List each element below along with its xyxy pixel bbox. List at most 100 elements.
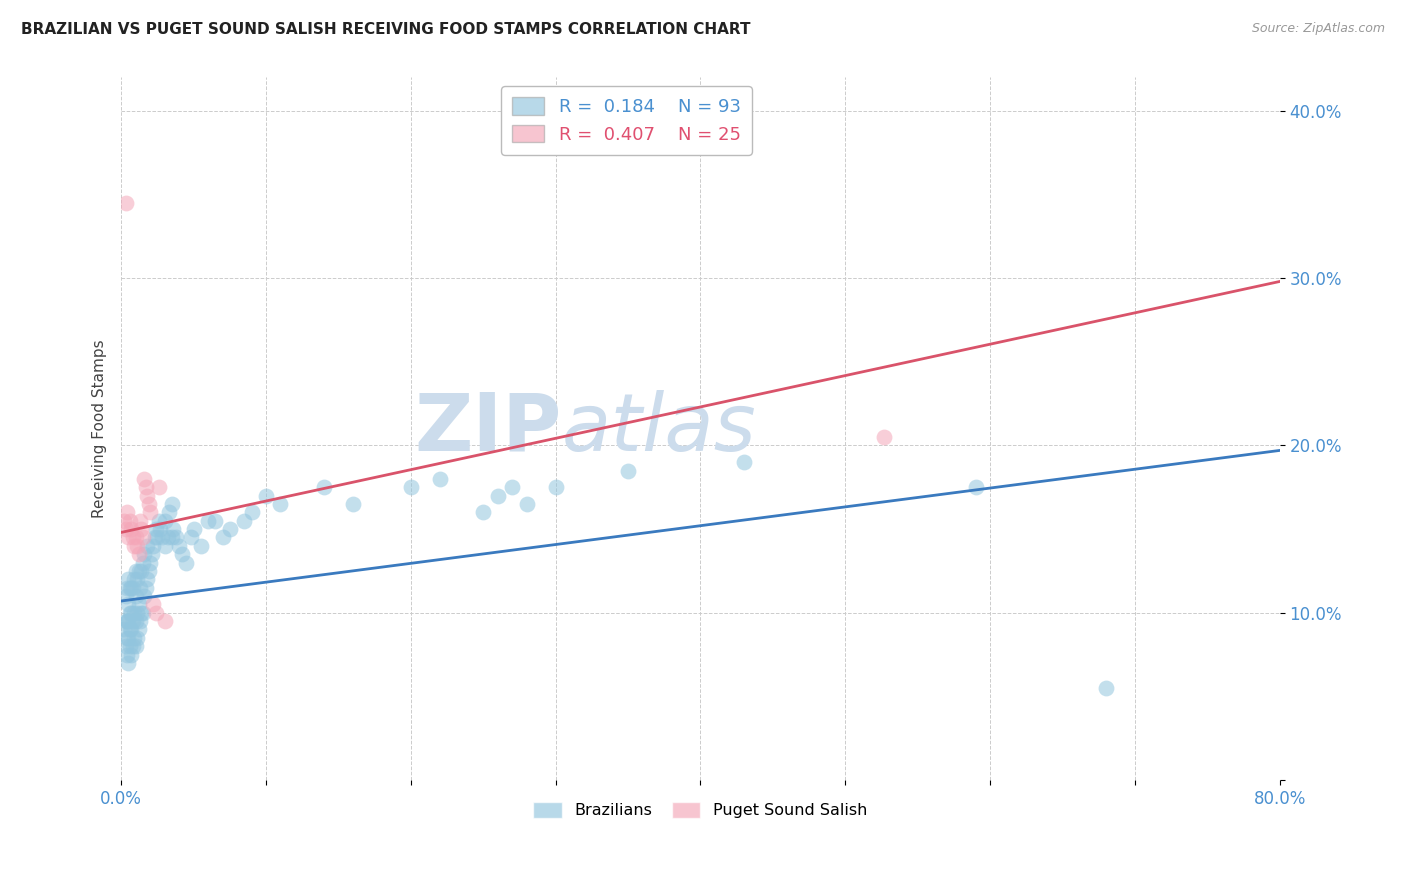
- Point: [145, 522, 167, 536]
- Point: [128, 547, 150, 561]
- Point: [135, 480, 157, 494]
- Point: [118, 623, 141, 637]
- Point: [142, 539, 165, 553]
- Point: [873, 430, 896, 444]
- Point: [218, 522, 240, 536]
- Point: [115, 648, 138, 662]
- Point: [117, 631, 139, 645]
- Point: [399, 480, 422, 494]
- Point: [114, 195, 136, 210]
- Point: [501, 480, 523, 494]
- Point: [240, 505, 263, 519]
- Point: [516, 497, 538, 511]
- Point: [141, 547, 163, 561]
- Legend: Brazilians, Puget Sound Salish: Brazilians, Puget Sound Salish: [527, 796, 875, 825]
- Point: [139, 556, 162, 570]
- Point: [132, 530, 155, 544]
- Point: [162, 522, 184, 536]
- Text: Source: ZipAtlas.com: Source: ZipAtlas.com: [1251, 22, 1385, 36]
- Point: [118, 581, 141, 595]
- Point: [269, 497, 291, 511]
- Point: [127, 572, 149, 586]
- Point: [197, 514, 219, 528]
- Point: [117, 597, 139, 611]
- Point: [121, 614, 143, 628]
- Point: [211, 530, 233, 544]
- Point: [733, 455, 755, 469]
- Point: [167, 539, 190, 553]
- Point: [131, 606, 153, 620]
- Point: [114, 614, 136, 628]
- Point: [122, 606, 145, 620]
- Point: [114, 589, 136, 603]
- Point: [115, 505, 138, 519]
- Point: [127, 606, 149, 620]
- Point: [170, 547, 193, 561]
- Point: [127, 539, 149, 553]
- Point: [176, 556, 198, 570]
- Point: [131, 522, 153, 536]
- Text: ZIP: ZIP: [415, 390, 561, 467]
- Point: [139, 505, 162, 519]
- Point: [233, 514, 256, 528]
- Point: [153, 614, 176, 628]
- Point: [117, 572, 139, 586]
- Point: [129, 581, 152, 595]
- Point: [121, 639, 143, 653]
- Point: [117, 656, 139, 670]
- Y-axis label: Receiving Food Stamps: Receiving Food Stamps: [93, 339, 107, 518]
- Point: [128, 623, 150, 637]
- Point: [254, 489, 277, 503]
- Point: [156, 530, 179, 544]
- Point: [486, 489, 509, 503]
- Point: [148, 480, 170, 494]
- Point: [153, 539, 176, 553]
- Point: [125, 564, 148, 578]
- Point: [115, 581, 138, 595]
- Point: [127, 631, 149, 645]
- Point: [160, 497, 183, 511]
- Point: [129, 614, 152, 628]
- Point: [122, 572, 145, 586]
- Point: [204, 514, 226, 528]
- Point: [136, 572, 159, 586]
- Point: [125, 530, 148, 544]
- Point: [125, 614, 148, 628]
- Point: [117, 614, 139, 628]
- Point: [125, 589, 148, 603]
- Point: [114, 522, 136, 536]
- Point: [136, 539, 159, 553]
- Point: [157, 505, 180, 519]
- Point: [120, 648, 142, 662]
- Point: [132, 556, 155, 570]
- Point: [136, 489, 159, 503]
- Point: [138, 564, 160, 578]
- Point: [146, 530, 169, 544]
- Point: [190, 539, 212, 553]
- Point: [120, 522, 142, 536]
- Point: [135, 581, 157, 595]
- Point: [1094, 681, 1116, 695]
- Point: [965, 480, 987, 494]
- Point: [544, 480, 567, 494]
- Point: [617, 463, 640, 477]
- Point: [150, 530, 173, 544]
- Point: [122, 539, 145, 553]
- Text: BRAZILIAN VS PUGET SOUND SALISH RECEIVING FOOD STAMPS CORRELATION CHART: BRAZILIAN VS PUGET SOUND SALISH RECEIVIN…: [21, 22, 751, 37]
- Point: [138, 497, 160, 511]
- Point: [134, 472, 156, 486]
- Point: [115, 614, 138, 628]
- Point: [112, 623, 135, 637]
- Point: [112, 514, 135, 528]
- Text: atlas: atlas: [561, 390, 756, 467]
- Point: [472, 505, 495, 519]
- Point: [183, 522, 205, 536]
- Point: [131, 564, 153, 578]
- Point: [165, 530, 187, 544]
- Point: [160, 530, 183, 544]
- Point: [122, 631, 145, 645]
- Point: [125, 639, 148, 653]
- Point: [153, 514, 176, 528]
- Point: [118, 514, 141, 528]
- Point: [121, 581, 143, 595]
